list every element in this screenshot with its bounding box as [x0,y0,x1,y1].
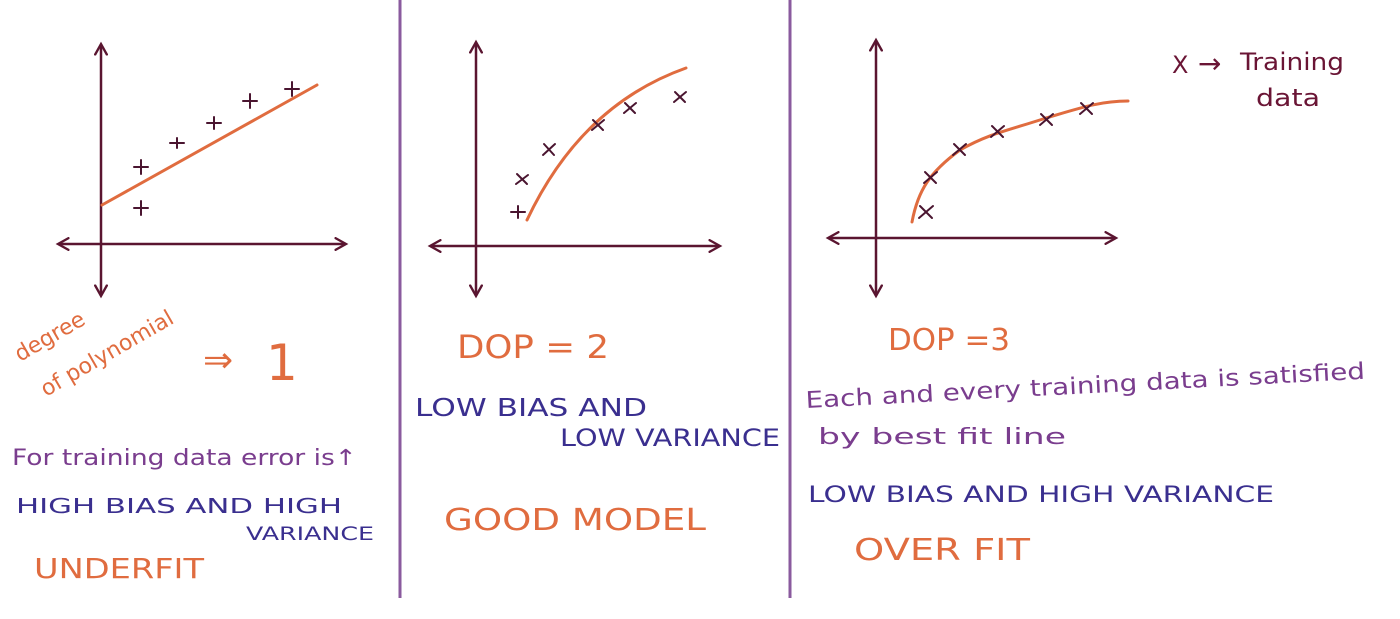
fit-curve-2 [525,66,688,222]
bias-variance-line1: HIGH BIAS AND HIGH [16,494,342,518]
legend-arrow: → [1198,47,1221,80]
data-point [510,205,526,219]
bias-variance-line2: VARIANCE [246,523,374,545]
data-points-3 [918,102,1094,219]
data-points-1 [133,81,300,216]
data-point [1039,113,1054,126]
fit-curve-3 [910,99,1130,224]
training-error-note: For training data error is↑ [12,446,357,471]
data-point [918,205,934,219]
bias-variance-line2: LOW VARIANCE [560,424,780,452]
data-point [284,81,300,97]
legend-training: Training [1239,48,1344,76]
data-point [673,91,687,103]
dop-2-label: DOP = 2 [457,328,609,366]
degree-value: 1 [266,334,298,392]
data-point [242,93,258,109]
fit-line-1 [100,83,319,207]
bias-variance-line1: LOW BIAS AND [415,393,647,422]
data-point [133,159,149,175]
bias-variance: LOW BIAS AND HIGH VARIANCE [808,483,1274,508]
legend-data: data [1256,84,1320,112]
data-point [952,143,967,156]
legend: X → Training data [1172,47,1344,112]
implies-arrow: ⇒ [203,340,233,381]
verdict-overfit: OVER FIT [854,533,1031,568]
panel-underfit: degree of polynomial ⇒ 1 For training da… [11,44,374,585]
data-point [591,119,605,131]
data-point [923,171,938,184]
data-point [990,125,1005,138]
dop-3-label: DOP =3 [888,323,1010,358]
verdict-good-model: GOOD MODEL [444,503,706,538]
legend-marker: X [1172,51,1188,79]
data-point [1079,102,1094,115]
data-point [133,200,149,216]
overfit-note-line2: by best fit line [818,425,1066,450]
panel-overfit: DOP =3 Each and every training data is s… [805,40,1366,568]
data-point [169,137,185,149]
data-point [623,102,637,114]
verdict-underfit: UNDERFIT [34,552,205,585]
overfit-note-line1: Each and every training data is satisfie… [805,359,1366,414]
data-points-2 [510,91,687,219]
panel-good-model: DOP = 2 LOW BIAS AND LOW VARIANCE GOOD M… [415,42,780,538]
data-point [542,143,556,156]
data-point [206,116,222,130]
data-point [515,173,529,185]
